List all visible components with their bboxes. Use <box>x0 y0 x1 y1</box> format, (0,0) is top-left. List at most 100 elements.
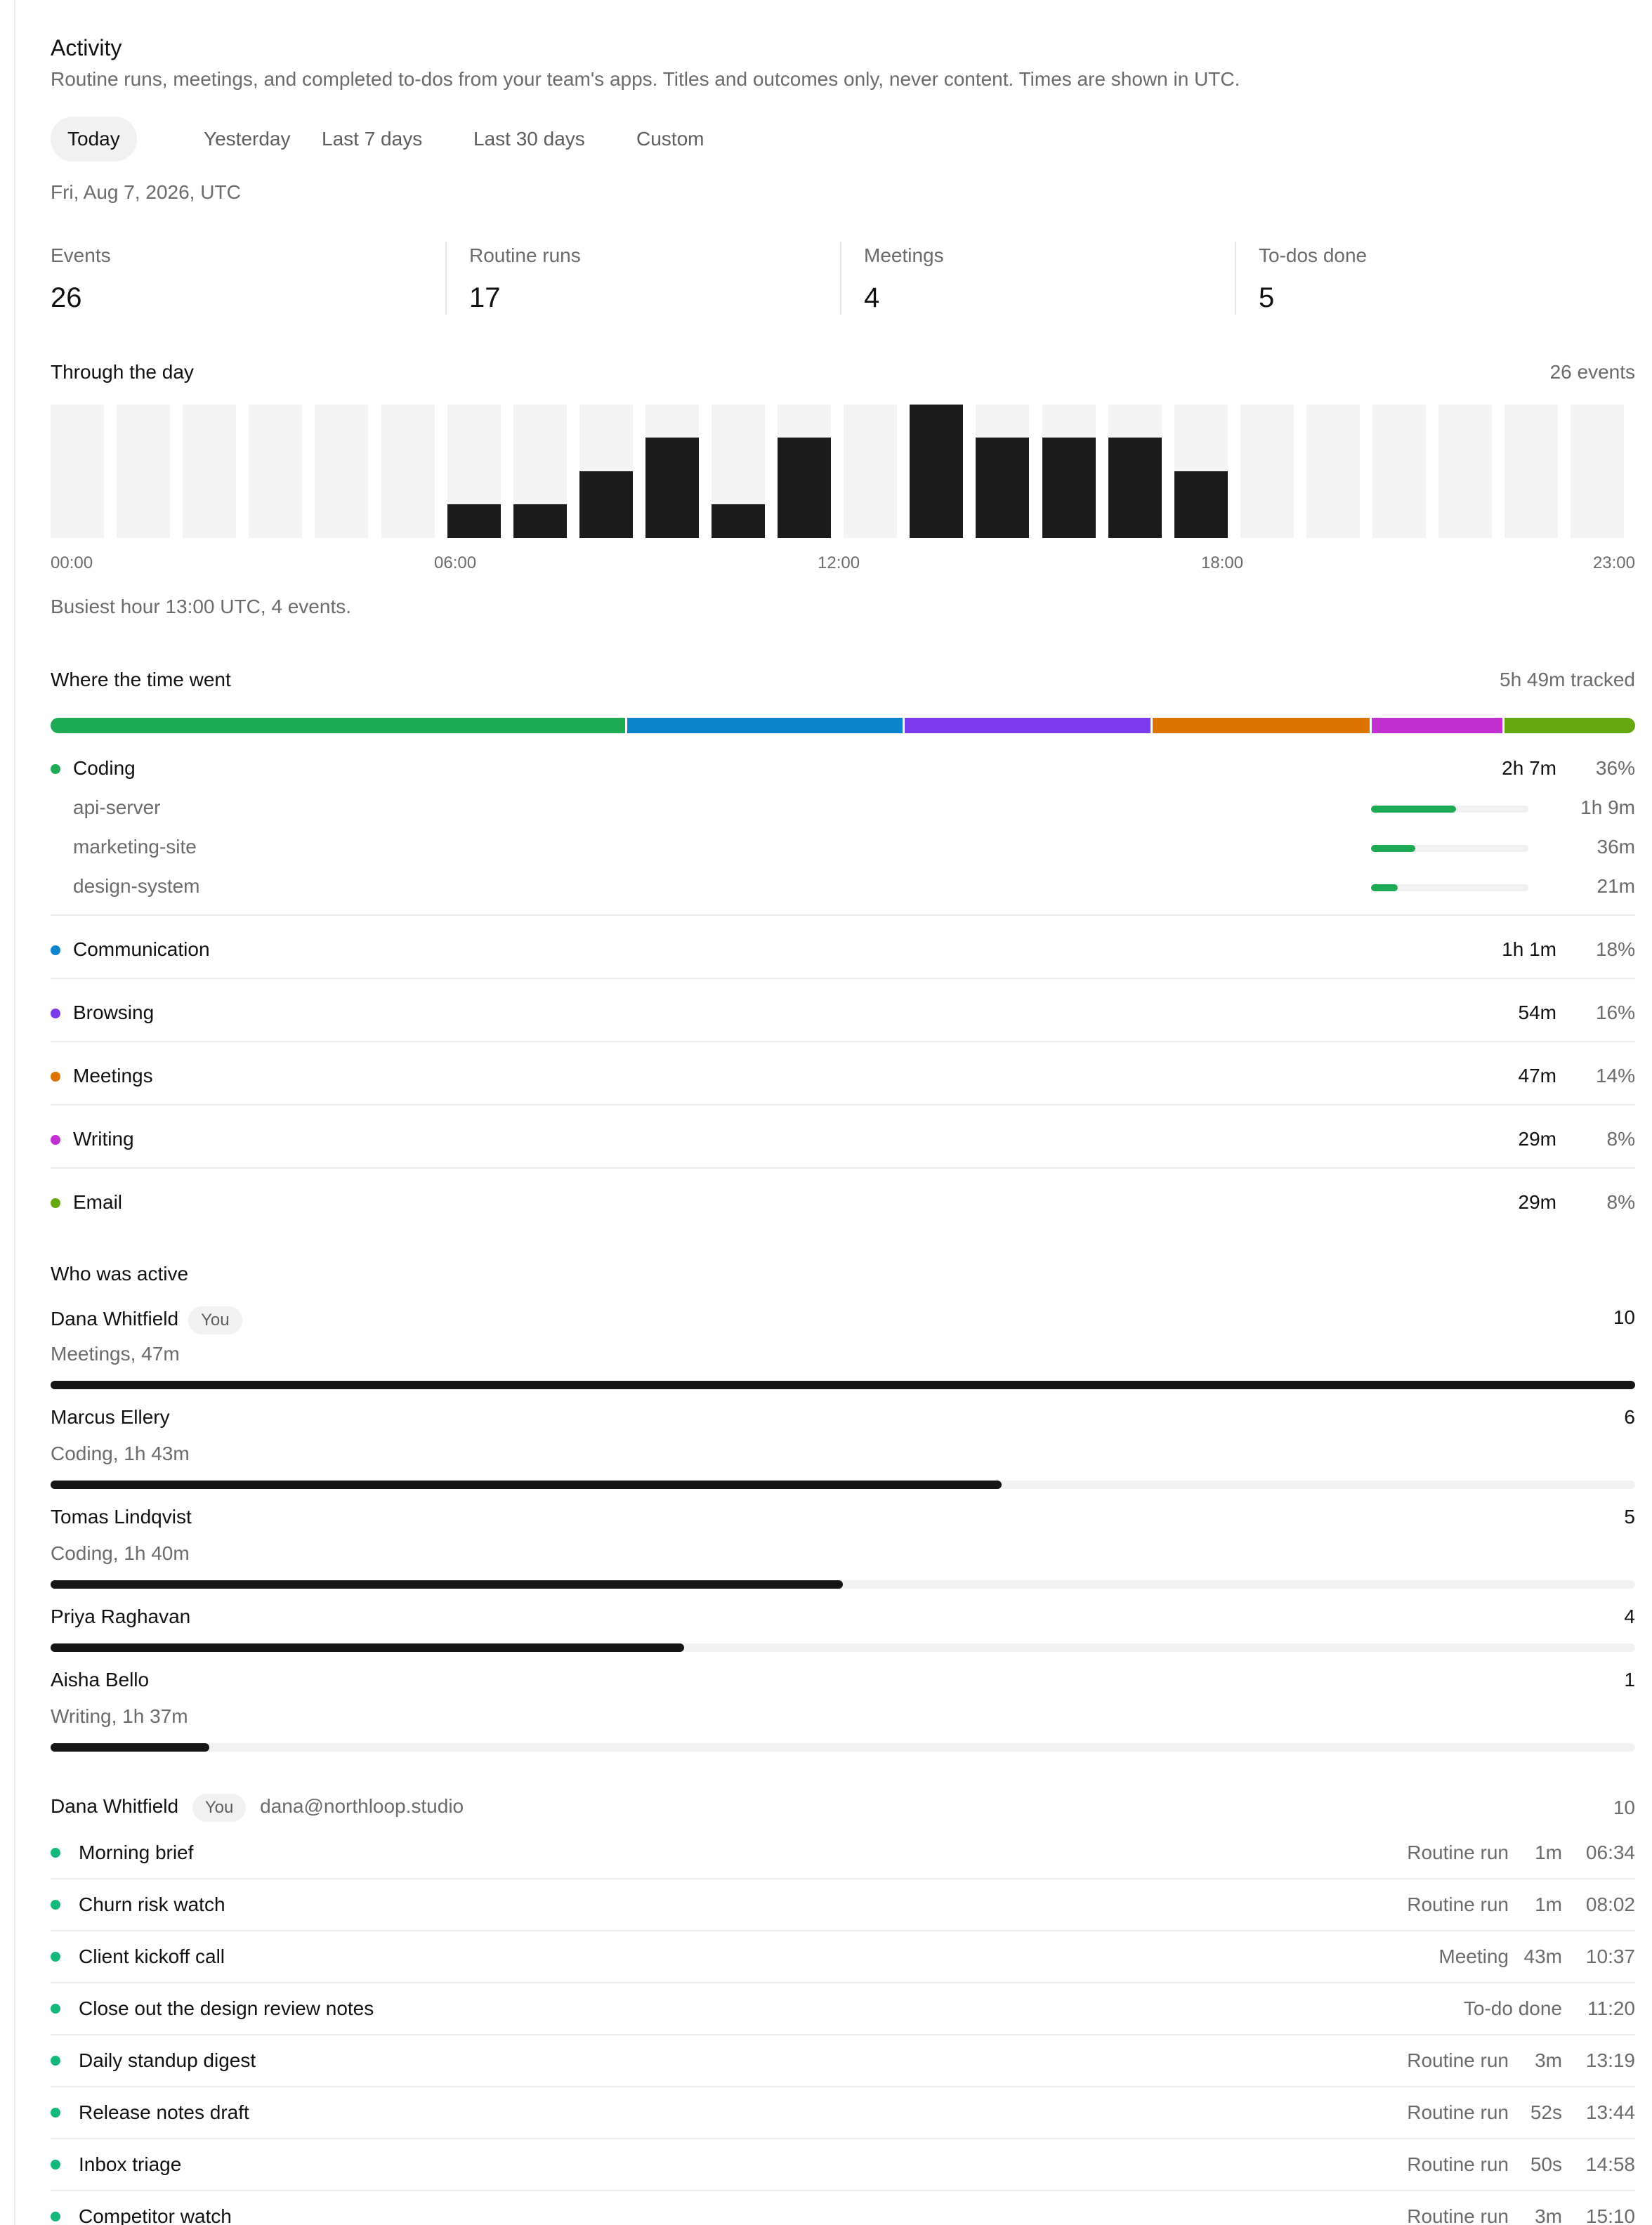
event-time: 11:20 <box>1587 1997 1635 2019</box>
person-event-count: 10 <box>1613 1797 1635 1818</box>
event-row[interactable]: Churn risk watch 08:02 1m Routine run <box>51 1885 1635 1924</box>
tab-last-30-days[interactable]: Last 30 days <box>473 128 585 150</box>
hour-bar <box>1174 471 1228 538</box>
event-title: Release notes draft <box>79 2101 249 2123</box>
event-title: Competitor watch <box>79 2205 232 2225</box>
category-name: Browsing <box>73 1002 155 1023</box>
stat-value: 5 <box>1259 282 1275 313</box>
axis-label-2300: 23:00 <box>1592 553 1635 572</box>
tab-today[interactable]: Today <box>51 117 137 162</box>
category-row: Browsing 54m 16% <box>51 995 1635 1034</box>
time-segment <box>1372 718 1504 733</box>
person-row-name: Priya Raghavan <box>51 1606 190 1628</box>
event-row[interactable]: Release notes draft 13:44 52s Routine run <box>51 2093 1635 2132</box>
person-row-name: Marcus Ellery <box>51 1406 170 1429</box>
hour-bar <box>778 438 831 538</box>
hour-bar-slot <box>976 405 1029 538</box>
stat-label: Meetings <box>864 244 944 266</box>
project-bar-track <box>1371 845 1528 852</box>
event-type: Routine run <box>1407 2101 1509 2123</box>
person-name: Dana Whitfield <box>51 1795 179 1817</box>
event-duration: 3m <box>1535 2049 1562 2071</box>
category-row: Writing 29m 8% <box>51 1121 1635 1160</box>
tab-yesterday[interactable]: Yesterday <box>204 128 291 150</box>
project-bar <box>1371 884 1398 891</box>
time-split-bar <box>51 718 1635 733</box>
person-detail: Coding, 1h 40m <box>51 1542 190 1564</box>
busiest-hour-note: Busiest hour 13:00 UTC, 4 events. <box>51 596 351 617</box>
category-percent: 8% <box>1606 1191 1635 1213</box>
event-title: Daily standup digest <box>79 2049 256 2071</box>
stat-events: Events 26 <box>51 242 444 315</box>
hour-bar-slot <box>1042 405 1096 538</box>
person-bar-track <box>51 1481 1635 1489</box>
event-duration: 1m <box>1535 1893 1562 1915</box>
hour-bar-slot <box>51 405 104 538</box>
stat-routine-runs: Routine runs 17 <box>445 242 839 315</box>
stat-label: Events <box>51 244 111 266</box>
tab-custom[interactable]: Custom <box>636 128 704 150</box>
person-count: 5 <box>1624 1506 1635 1528</box>
category-duration: 1h 1m <box>1502 938 1556 960</box>
hour-bar <box>910 405 963 538</box>
hour-bar <box>976 438 1029 538</box>
project-bar-track <box>1371 806 1528 813</box>
event-row[interactable]: Daily standup digest 13:19 3m Routine run <box>51 2041 1635 2080</box>
hour-bar-slot <box>315 405 368 538</box>
time-split-heading: Where the time went <box>51 669 231 690</box>
event-row[interactable]: Morning brief 06:34 1m Routine run <box>51 1833 1635 1872</box>
event-separator <box>51 2138 1635 2139</box>
project-name: api-server <box>73 796 161 818</box>
project-row: marketing-site 36m <box>51 829 1635 868</box>
person-name: Marcus Ellery <box>51 1406 170 1428</box>
event-row[interactable]: Client kickoff call 10:37 43m Meeting <box>51 1937 1635 1976</box>
event-title: Inbox triage <box>79 2153 182 2175</box>
category-name: Meetings <box>73 1065 153 1087</box>
page-subtitle: Routine runs, meetings, and completed to… <box>51 68 1240 90</box>
category-percent: 8% <box>1606 1128 1635 1150</box>
event-row[interactable]: Competitor watch 15:10 3m Routine run <box>51 2197 1635 2225</box>
category-name: Coding <box>73 757 136 779</box>
event-type: Routine run <box>1407 1893 1509 1915</box>
event-time: 06:34 <box>1585 1842 1635 1863</box>
event-type: Meeting <box>1438 1945 1509 1967</box>
hour-bar-slot <box>1372 405 1426 538</box>
category-percent: 14% <box>1595 1065 1635 1087</box>
axis-label-0600: 06:00 <box>434 553 477 572</box>
category-separator <box>51 1167 1635 1169</box>
category-dot <box>51 1072 60 1082</box>
person-bar <box>51 1381 1635 1389</box>
person-count: 6 <box>1624 1406 1635 1428</box>
category-separator <box>51 978 1635 979</box>
time-segment <box>627 718 905 733</box>
person-count: 4 <box>1624 1606 1635 1627</box>
category-name: Writing <box>73 1128 134 1150</box>
person-detail: Writing, 1h 37m <box>51 1705 188 1727</box>
left-panel-edge <box>0 0 15 2225</box>
hour-bar-slot <box>712 405 765 538</box>
hour-bar-slot <box>1240 405 1294 538</box>
time-segment <box>1504 718 1635 733</box>
event-status-dot <box>51 1900 60 1910</box>
event-time: 08:02 <box>1585 1893 1635 1915</box>
event-row[interactable]: Inbox triage 14:58 50s Routine run <box>51 2145 1635 2184</box>
hour-bar-slot <box>1504 405 1558 538</box>
you-badge: You <box>192 1794 247 1822</box>
category-row: Email 29m 8% <box>51 1184 1635 1223</box>
page-title: Activity <box>51 35 122 60</box>
time-segment <box>1152 718 1372 733</box>
project-duration: 36m <box>1597 836 1635 858</box>
event-title: Morning brief <box>79 1842 194 1863</box>
category-duration: 2h 7m <box>1502 757 1556 779</box>
tab-last-7-days[interactable]: Last 7 days <box>322 128 423 150</box>
hour-bar-slot <box>117 405 170 538</box>
person-row-name: Aisha Bello <box>51 1669 149 1691</box>
event-row[interactable]: Close out the design review notes 11:20 To… <box>51 1989 1635 2028</box>
event-status-dot <box>51 2160 60 2170</box>
hour-bar-slot <box>513 405 567 538</box>
person-bar-track <box>51 1381 1635 1389</box>
project-name: marketing-site <box>73 836 197 858</box>
hour-bar-slot <box>381 405 435 538</box>
hour-bar-slot <box>645 405 699 538</box>
category-separator <box>51 914 1635 916</box>
